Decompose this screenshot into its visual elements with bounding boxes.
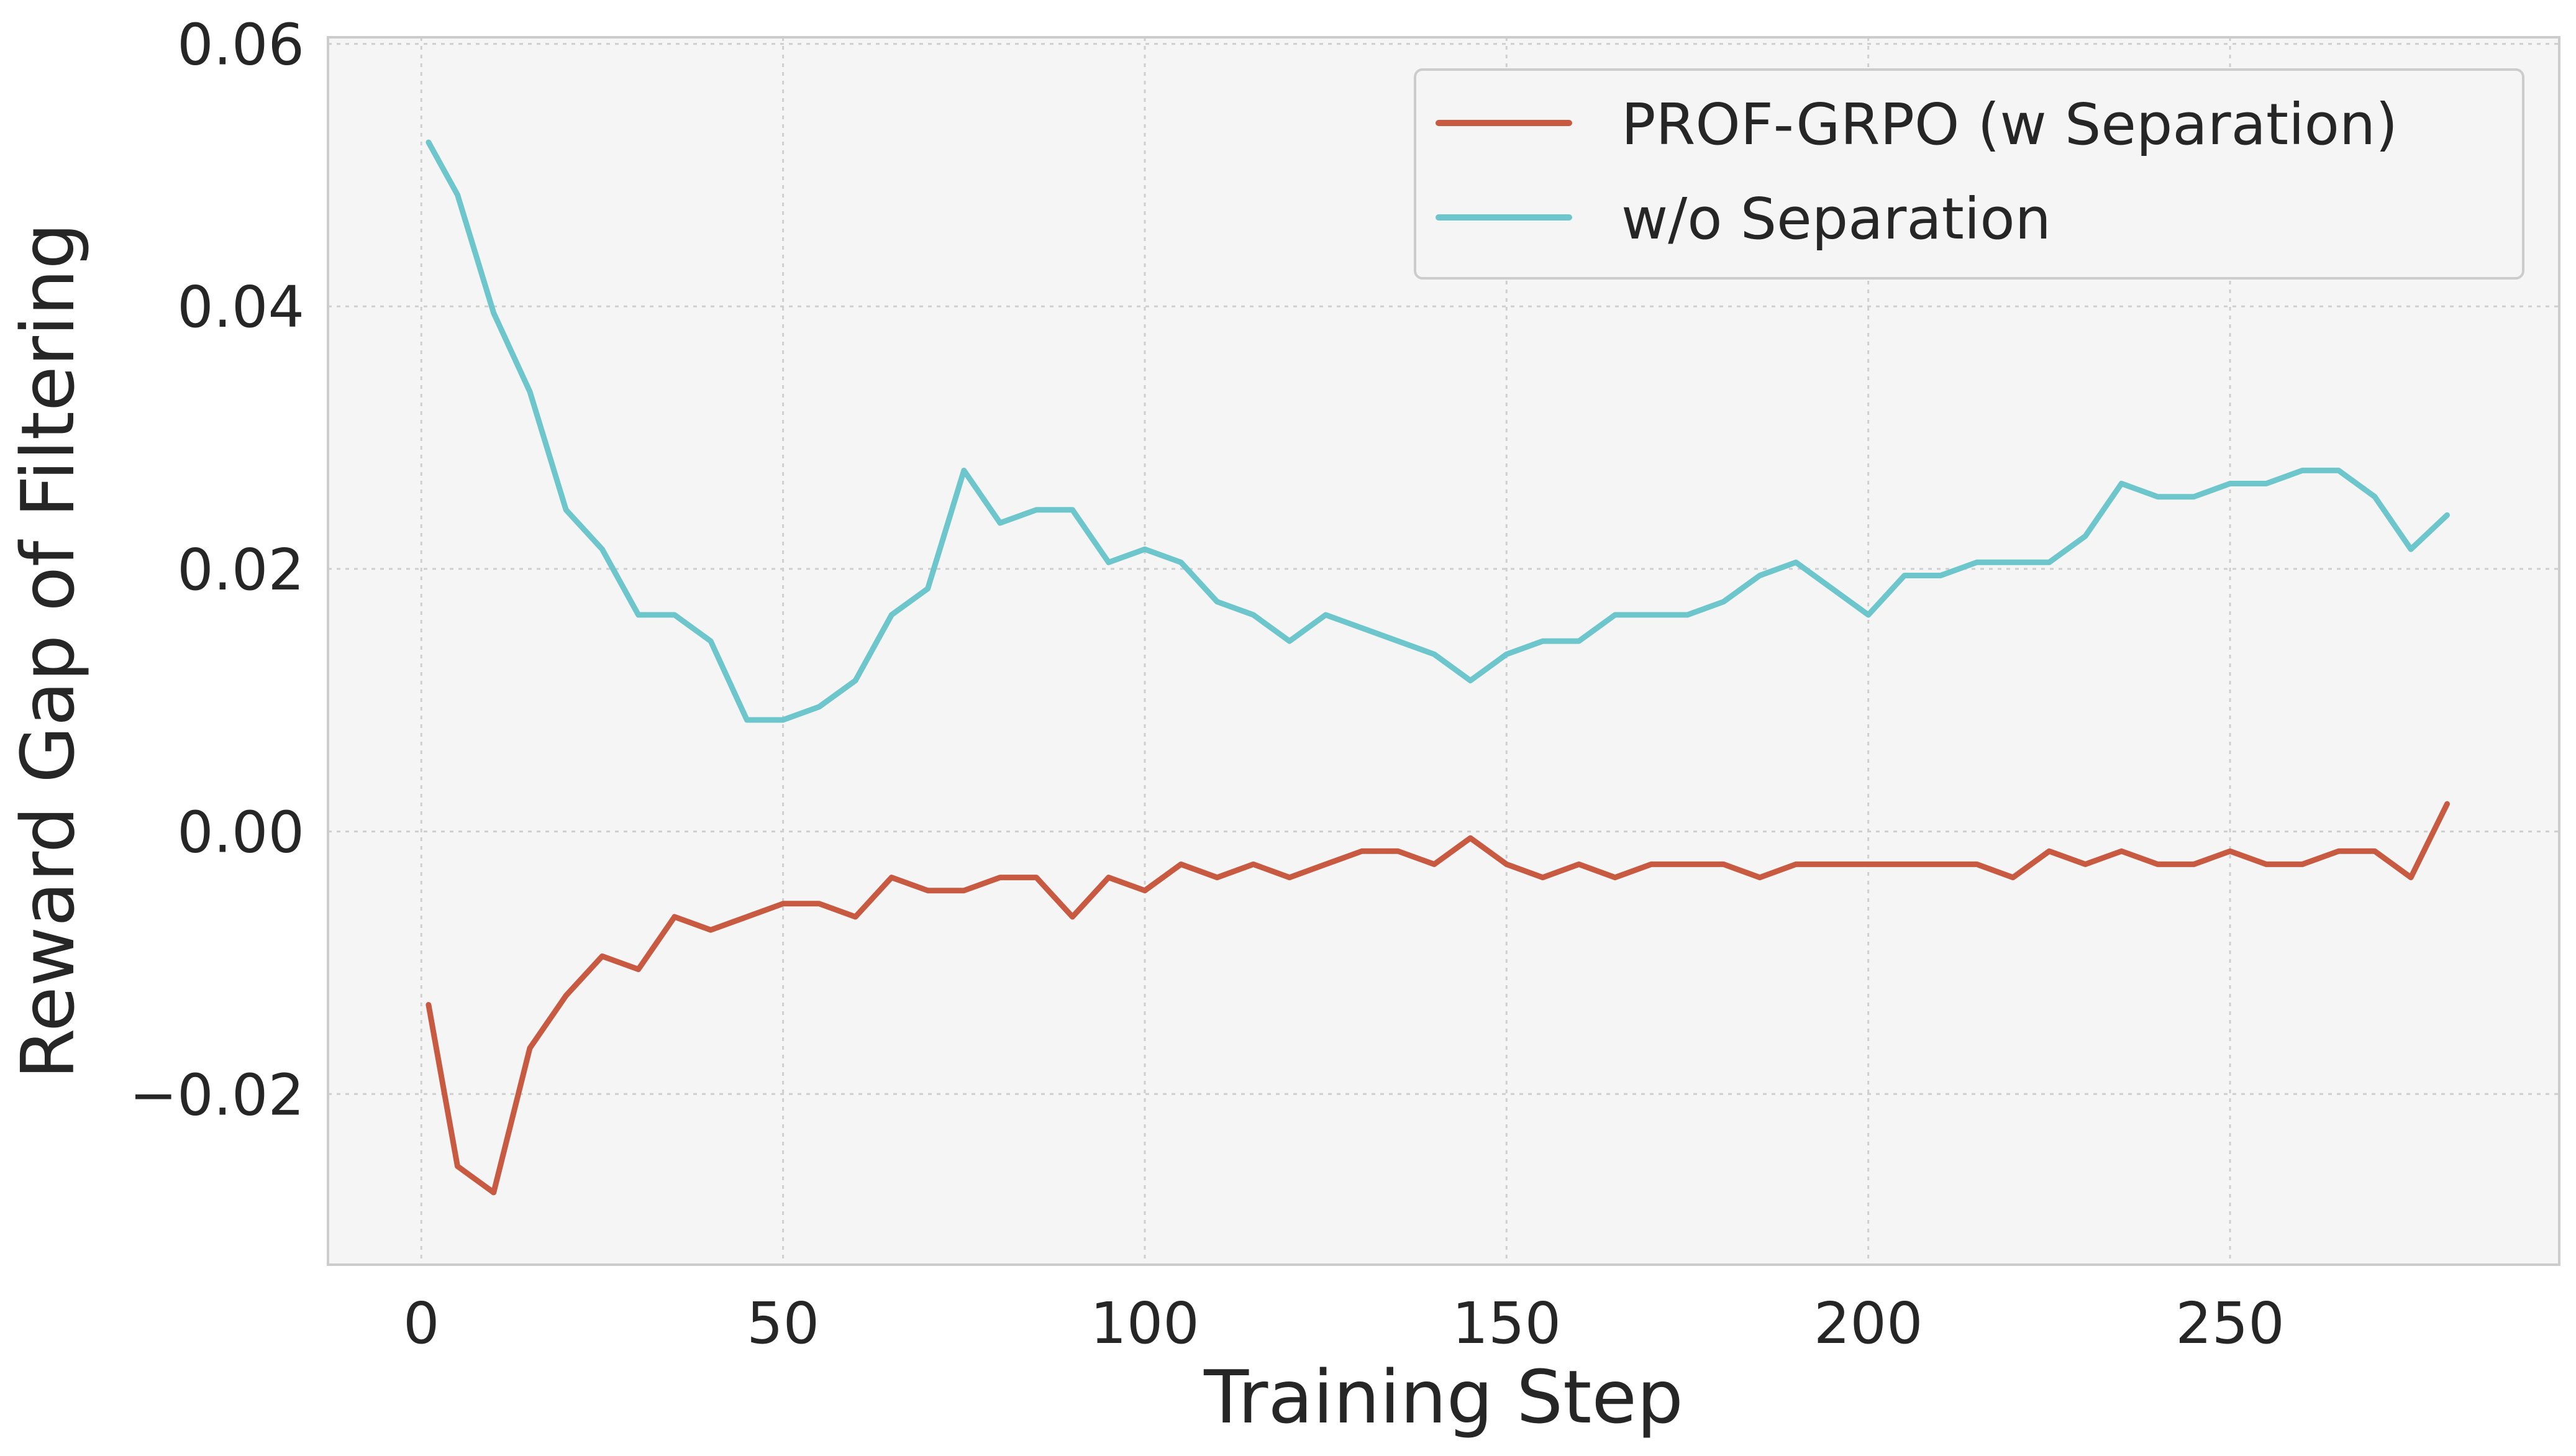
- plot-frame: [327, 36, 2560, 1266]
- legend-box: [1414, 68, 2524, 280]
- series-layer: [426, 139, 2450, 1196]
- y-tick-label: −0.02: [129, 1062, 304, 1128]
- y-axis-title: Reward Gap of Filtering: [5, 222, 91, 1079]
- x-tick-labels: 0 50 100 150 200 250: [403, 1290, 2285, 1357]
- grid-lines: [328, 37, 2559, 1265]
- x-tick-label: 200: [1814, 1290, 1923, 1357]
- x-tick-label: 150: [1452, 1290, 1562, 1357]
- series-line-wo-separation: [426, 139, 2450, 723]
- y-tick-label: 0.00: [177, 799, 304, 866]
- y-tick-label: 0.04: [177, 274, 304, 340]
- series-line-prof-grpo: [426, 801, 2450, 1196]
- legend-label-wo-separation: w/o Separation: [1621, 186, 2051, 252]
- y-tick-label: 0.02: [177, 537, 304, 603]
- y-tick-label: 0.06: [177, 12, 304, 78]
- x-tick-label: 100: [1090, 1290, 1199, 1357]
- x-tick-label: 250: [2175, 1290, 2285, 1357]
- legend: PROF-GRPO (w Separation) w/o Separation: [1414, 68, 2524, 280]
- legend-label-prof-grpo: PROF-GRPO (w Separation): [1621, 91, 2398, 158]
- y-tick-labels: −0.02 0.00 0.02 0.04 0.06: [129, 12, 304, 1129]
- x-tick-label: 0: [403, 1290, 440, 1357]
- x-tick-label: 50: [747, 1290, 819, 1357]
- x-axis-title: Training Step: [1203, 1354, 1683, 1440]
